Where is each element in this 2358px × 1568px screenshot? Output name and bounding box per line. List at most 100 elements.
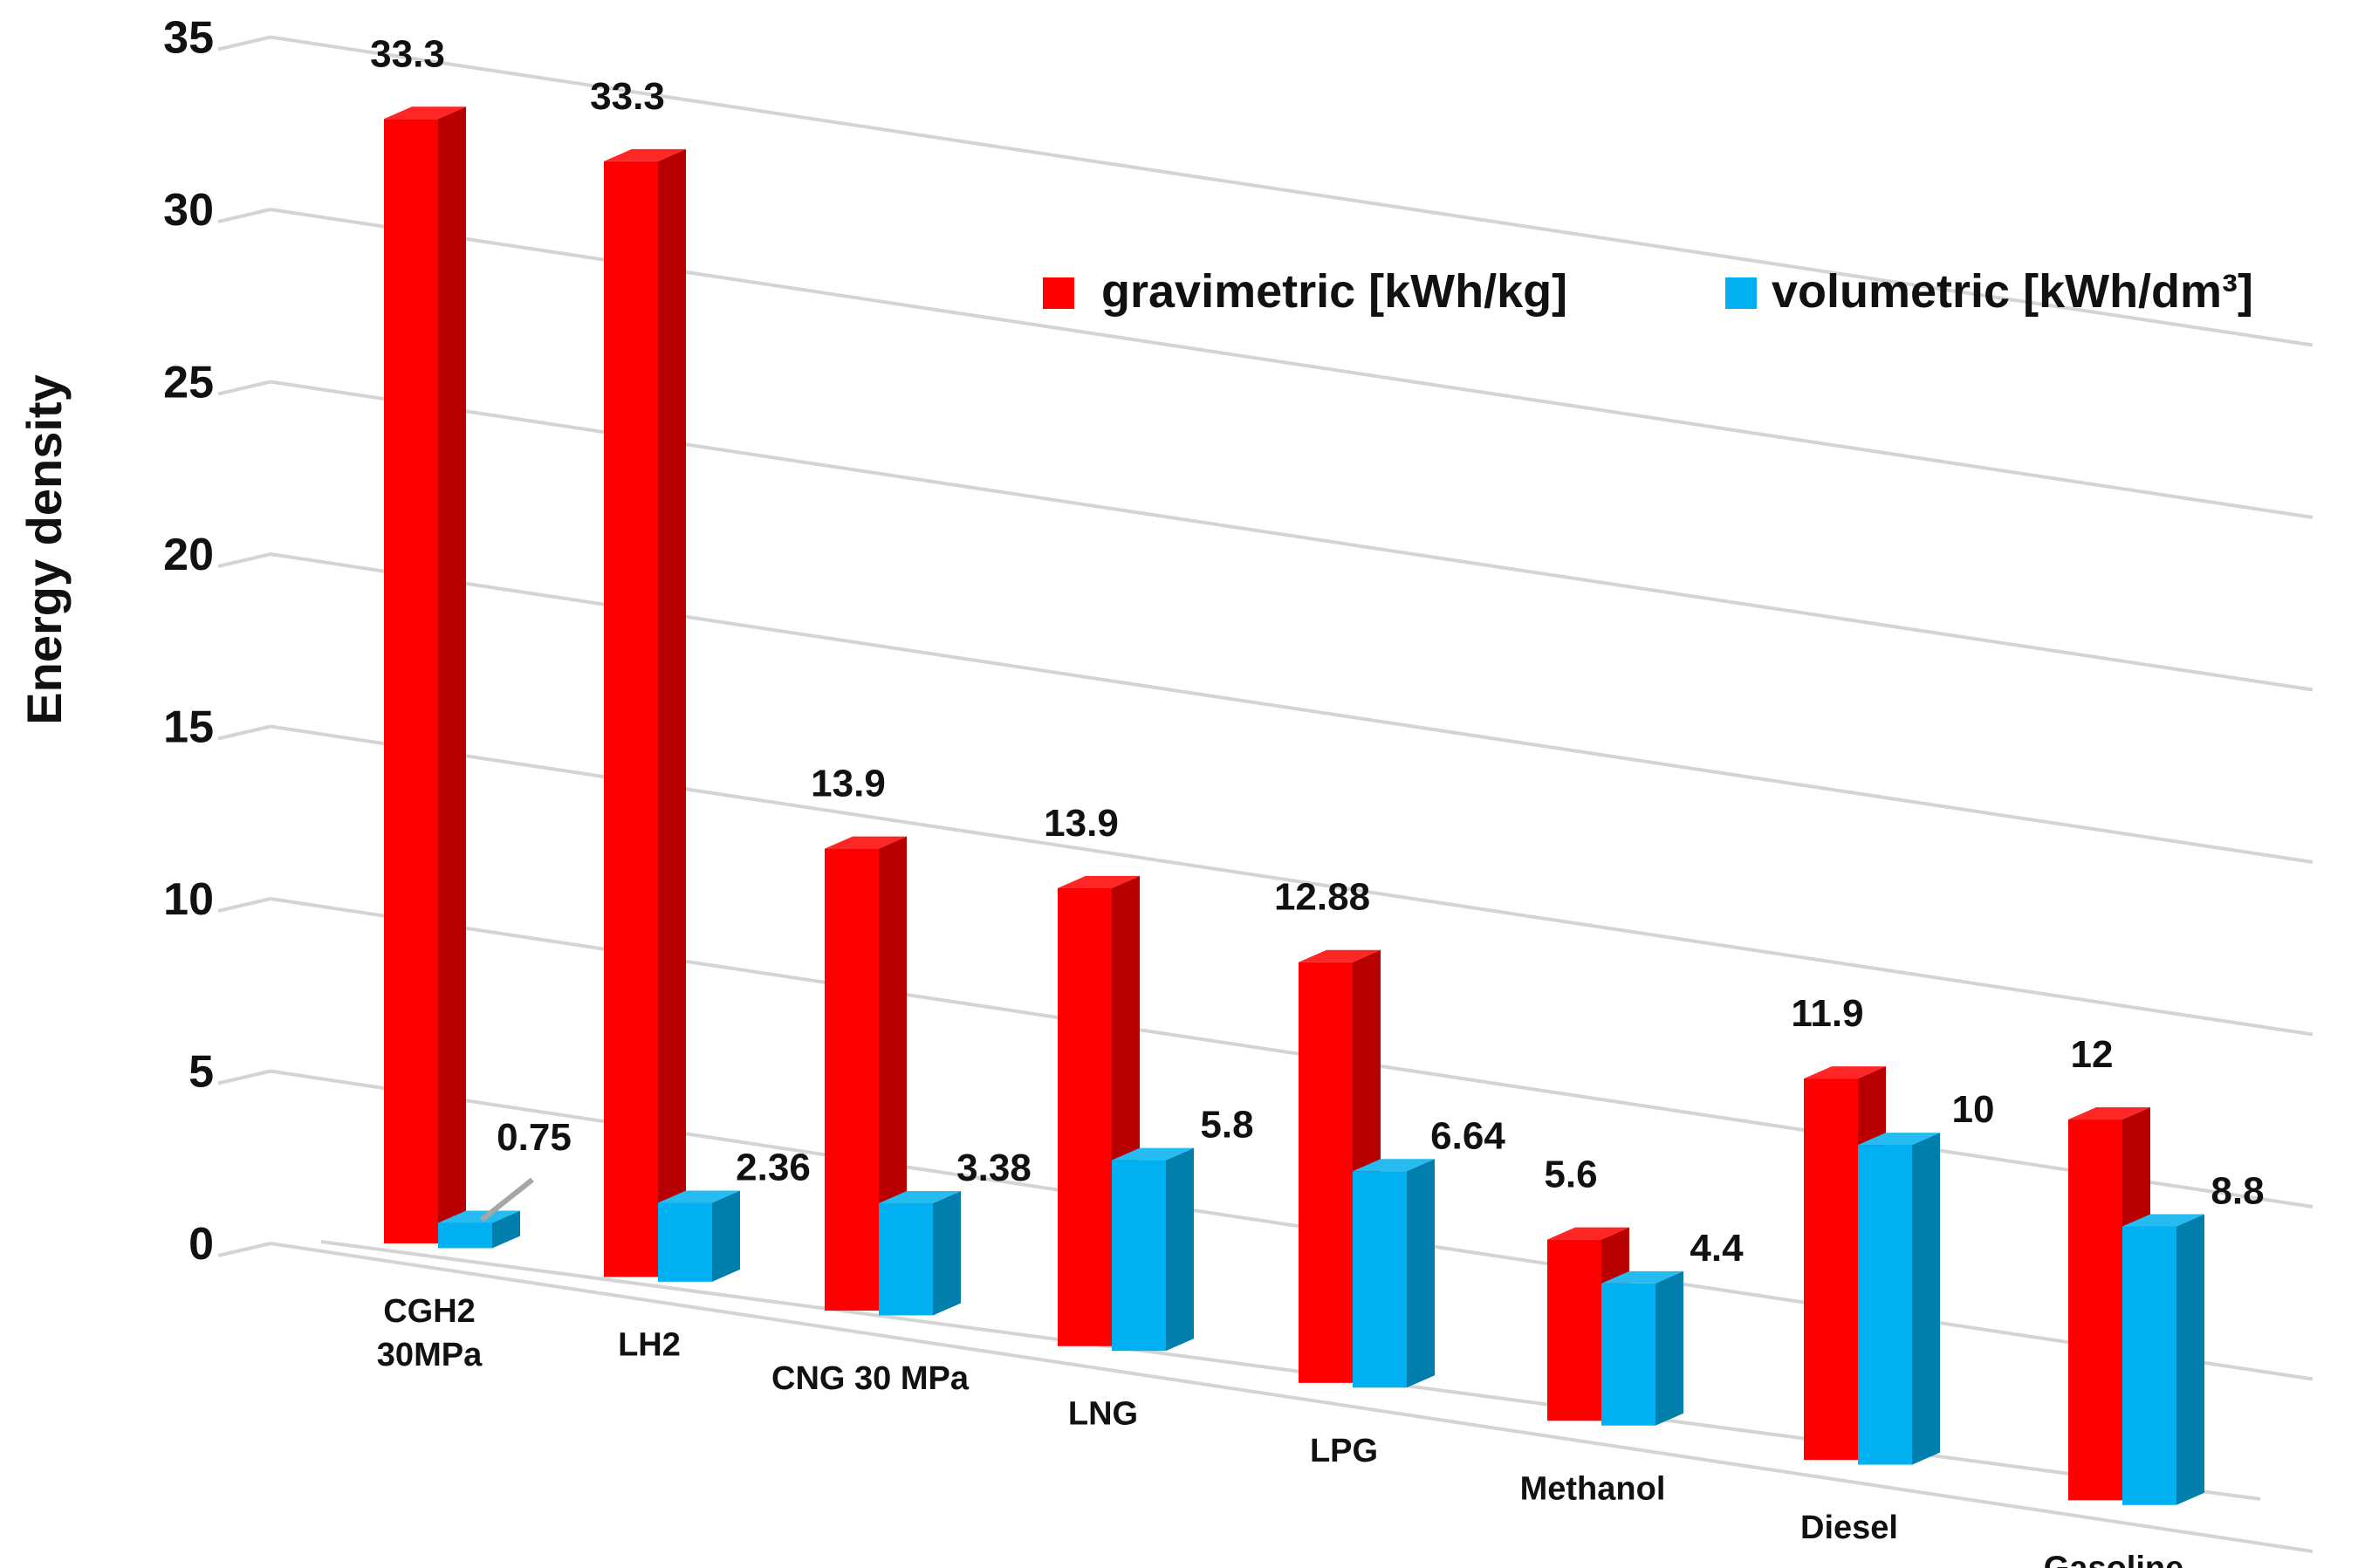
legend-label-volumetric: volumetric [kWh/dm³] [1772, 265, 2253, 318]
bar-top [1112, 1147, 1194, 1161]
gridline [270, 552, 2313, 864]
value-label: 8.8 [2211, 1169, 2264, 1212]
category-label: LH2 [618, 1326, 681, 1363]
bar-front [438, 1222, 492, 1249]
bar-front [1058, 887, 1112, 1346]
gridline [270, 897, 2313, 1209]
y-tick-label: 5 [189, 1047, 214, 1098]
bar-side [1166, 1147, 1194, 1352]
bar-front [1601, 1283, 1655, 1426]
value-label: 5.6 [1544, 1154, 1597, 1196]
gridline-side [217, 35, 271, 51]
category-label: Gasoline [2044, 1550, 2184, 1568]
bar-side [712, 1190, 740, 1282]
value-label: 10 [1952, 1088, 1995, 1131]
bar-top [384, 106, 466, 120]
y-tick-label: 0 [189, 1219, 214, 1270]
gridline [270, 35, 2313, 347]
bar-front [604, 161, 658, 1277]
value-label: 2.36 [736, 1146, 811, 1188]
value-label: 3.38 [956, 1147, 1032, 1189]
gridline-side [217, 208, 271, 223]
gridline-side [217, 380, 271, 396]
bar-top [2068, 1107, 2150, 1120]
bar-front [825, 848, 879, 1311]
bar-volumetric [658, 1190, 740, 1282]
gridline [270, 1069, 2313, 1381]
bar-top [658, 1190, 740, 1203]
y-tick-label: 15 [163, 702, 214, 753]
value-label: 12.88 [1274, 876, 1370, 919]
bar-front [1547, 1239, 1601, 1421]
bar-side [933, 1190, 961, 1316]
y-tick-label: 35 [163, 13, 214, 64]
value-label: 5.8 [1200, 1104, 1253, 1147]
bar-front [1299, 962, 1353, 1383]
gridline-side [217, 724, 271, 741]
value-label: 13.9 [811, 763, 886, 805]
bar-side [1912, 1133, 1940, 1465]
gridline [270, 380, 2313, 692]
bar-gravimetric [384, 106, 466, 1243]
bar-top [1858, 1133, 1940, 1146]
value-label: 11.9 [1791, 992, 1863, 1035]
bar-side [879, 836, 907, 1311]
bar-top [1058, 875, 1140, 888]
bar-top [438, 1210, 520, 1223]
value-label: 12 [2071, 1033, 2114, 1076]
legend-label-gravimetric: gravimetric [kWh/kg] [1101, 265, 1567, 318]
gridline-side [217, 552, 271, 568]
category-label: LNG [1068, 1396, 1138, 1433]
bar-volumetric [879, 1190, 961, 1316]
legend-swatch-gravimetric [1043, 277, 1074, 309]
bar-front [1804, 1078, 1858, 1461]
bar-top [1804, 1066, 1886, 1079]
value-label: 13.9 [1044, 802, 1119, 845]
gridline [270, 1242, 2313, 1553]
bar-front [1353, 1171, 1407, 1388]
bar-top [2122, 1214, 2204, 1227]
bar-front [2068, 1120, 2122, 1501]
legend: gravimetric [kWh/kg] volumetric [kWh/dm³… [1043, 265, 2253, 318]
bar-top [825, 836, 907, 849]
gridline [270, 208, 2313, 519]
data-labels: 33.3 0.75 33.3 2.36 13.9 3.38 13.9 5.8 12.88 6.64… [370, 32, 2264, 1270]
bar-volumetric [1858, 1133, 1940, 1465]
y-tick-label: 25 [163, 358, 214, 408]
bar-top [1299, 949, 1381, 962]
floor-line [320, 1240, 2261, 1501]
bar-volumetric [1601, 1270, 1683, 1426]
bar-front [1112, 1160, 1166, 1352]
y-tick-label: 20 [163, 530, 214, 580]
bar-top [1353, 1159, 1435, 1172]
bar-front [384, 119, 438, 1243]
gridline-side [217, 1069, 271, 1085]
bar-gravimetric [604, 148, 686, 1277]
bar-gravimetric [825, 836, 907, 1311]
category-label: CNG 30 MPa [771, 1360, 970, 1397]
bar-top [1601, 1270, 1683, 1284]
value-label: 6.64 [1430, 1114, 1505, 1157]
legend-swatch-volumetric [1725, 277, 1757, 309]
bar-side [2176, 1214, 2204, 1505]
leader-line [480, 1177, 534, 1222]
bar-top [879, 1190, 961, 1203]
value-label: 4.4 [1690, 1227, 1744, 1270]
y-axis-ticks: 0 5 10 15 20 25 30 35 [163, 13, 214, 1270]
y-tick-label: 30 [163, 185, 214, 236]
bar-front [658, 1202, 712, 1282]
category-label: LPG [1310, 1433, 1378, 1469]
bar-volumetric [1112, 1147, 1194, 1352]
bar-top [604, 148, 686, 161]
bar-side [1655, 1270, 1683, 1426]
y-axis-label: Energy density [17, 374, 72, 724]
bars [384, 106, 2204, 1505]
bar-side [1407, 1159, 1435, 1388]
gridline-side [217, 897, 271, 913]
category-label: Methanol [1520, 1470, 1666, 1507]
y-tick-label: 10 [163, 874, 214, 925]
bar-front [1858, 1145, 1912, 1465]
category-label: Diesel [1800, 1510, 1898, 1546]
bar-top [1547, 1227, 1629, 1240]
